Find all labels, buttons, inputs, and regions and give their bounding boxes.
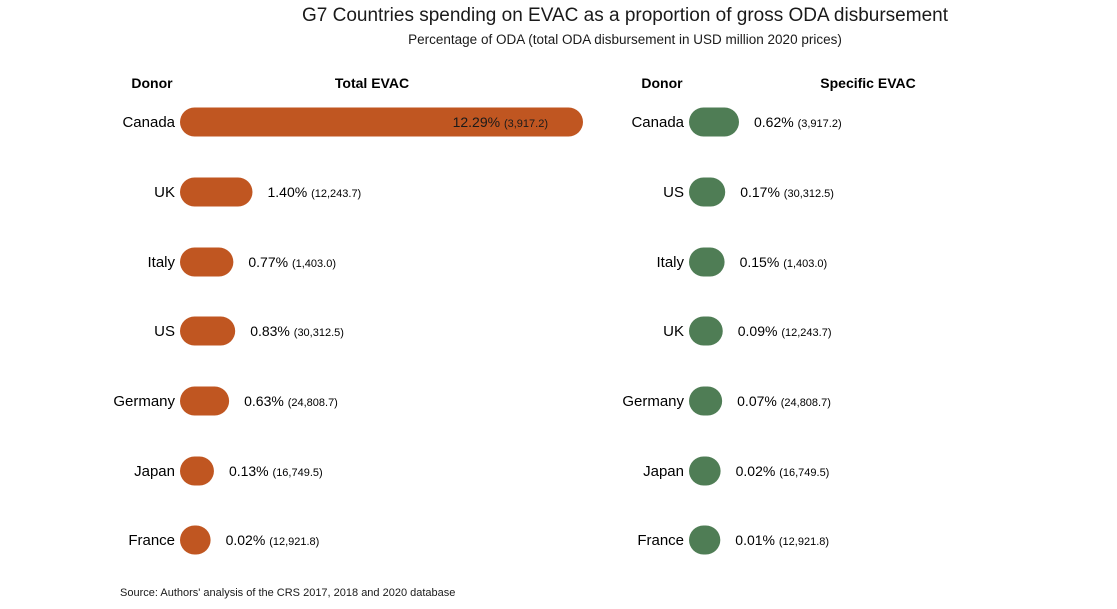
total-value-label: 0.83% (30,312.5) xyxy=(250,323,344,339)
specific-value-label: 0.01% (12,921.8) xyxy=(735,532,829,548)
source-note: Source: Authors' analysis of the CRS 201… xyxy=(120,587,456,599)
total-category-label: Germany xyxy=(113,393,175,410)
specific-bar xyxy=(689,316,723,346)
total-category-label: US xyxy=(154,323,175,340)
total-category-label: Italy xyxy=(147,254,175,271)
total-value-label: 0.02% (12,921.8) xyxy=(226,532,320,548)
specific-value-label: 0.02% (16,749.5) xyxy=(736,463,830,479)
specific-bar xyxy=(689,107,739,137)
specific-category-label: US xyxy=(663,184,684,201)
total-category-label: UK xyxy=(154,184,175,201)
total-category-label: Japan xyxy=(134,463,175,480)
specific-bar xyxy=(689,177,726,207)
specific-category-label: Italy xyxy=(656,254,684,271)
specific-category-label: Germany xyxy=(622,393,684,410)
total-category-label: Canada xyxy=(122,114,175,131)
total-bar xyxy=(180,316,236,346)
total-series-header: Total EVAC xyxy=(335,75,409,91)
specific-category-label: France xyxy=(637,532,684,549)
specific-series-header: Specific EVAC xyxy=(820,75,915,91)
specific-value-label: 0.07% (24,808.7) xyxy=(737,393,831,409)
total-value-label: 12.29% (3,917.2) xyxy=(453,114,548,130)
chart-title: G7 Countries spending on EVAC as a propo… xyxy=(302,5,948,26)
specific-bar xyxy=(689,525,721,555)
specific-category-label: UK xyxy=(663,323,684,340)
specific-bar xyxy=(689,386,723,416)
total-value-label: 0.13% (16,749.5) xyxy=(229,463,323,479)
total-bar xyxy=(180,386,230,416)
chart-subtitle: Percentage of ODA (total ODA disbursemen… xyxy=(408,32,842,47)
specific-category-label: Canada xyxy=(631,114,684,131)
total-bar xyxy=(180,525,211,555)
total-value-label: 0.63% (24,808.7) xyxy=(244,393,338,409)
specific-donor-header: Donor xyxy=(641,75,683,91)
specific-bar xyxy=(689,456,721,486)
specific-bar xyxy=(689,247,725,277)
total-bar xyxy=(180,456,214,486)
total-donor-header: Donor xyxy=(131,75,173,91)
specific-value-label: 0.17% (30,312.5) xyxy=(740,184,834,200)
specific-value-label: 0.15% (1,403.0) xyxy=(740,254,828,270)
total-bar xyxy=(180,247,234,277)
total-category-label: France xyxy=(128,532,175,549)
specific-value-label: 0.09% (12,243.7) xyxy=(738,323,832,339)
total-bar xyxy=(180,177,253,207)
total-bar xyxy=(180,107,583,137)
specific-value-label: 0.62% (3,917.2) xyxy=(754,114,842,130)
total-value-label: 0.77% (1,403.0) xyxy=(248,254,336,270)
total-value-label: 1.40% (12,243.7) xyxy=(267,184,361,200)
specific-category-label: Japan xyxy=(643,463,684,480)
